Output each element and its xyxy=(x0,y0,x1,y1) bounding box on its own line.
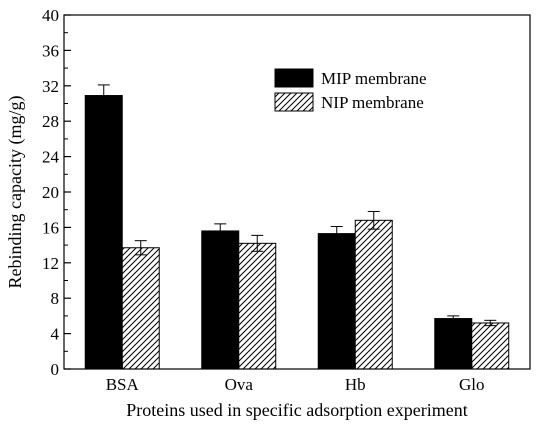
x-tick-label-bsa: BSA xyxy=(106,375,140,394)
legend-swatch-mip xyxy=(274,68,314,88)
bar-mip-ova xyxy=(201,230,240,370)
legend-swatch-nip xyxy=(274,92,314,112)
y-tick-label: 36 xyxy=(42,41,59,60)
y-axis: 0 4 8 12 16 20 24 28 32 36 40 xyxy=(42,6,71,379)
y-tick-label: 12 xyxy=(42,254,59,273)
bar-nip-glo xyxy=(471,322,510,370)
bar-mip-glo xyxy=(434,318,473,370)
error-bars-group xyxy=(97,84,497,327)
y-tick-label: 40 xyxy=(42,6,59,25)
x-axis: BSA Ova Hb Glo xyxy=(106,363,485,394)
y-tick-label: 4 xyxy=(51,325,60,344)
legend: MIP membrane NIP membrane xyxy=(274,68,427,112)
y-tick-label: 20 xyxy=(42,183,59,202)
y-tick-label: 28 xyxy=(42,112,59,131)
bar-nip-ova xyxy=(238,242,277,370)
y-tick-label: 24 xyxy=(42,148,60,167)
legend-label-mip: MIP membrane xyxy=(321,69,427,88)
legend-label-nip: NIP membrane xyxy=(321,93,424,112)
y-tick-label: 16 xyxy=(42,218,59,237)
bars-group xyxy=(84,95,510,370)
x-axis-title: Proteins used in specific adsorption exp… xyxy=(126,400,467,420)
y-tick-label: 8 xyxy=(51,289,60,308)
y-axis-title: Rebinding capacity (mg/g) xyxy=(5,96,26,289)
x-tick-label-ova: Ova xyxy=(225,375,254,394)
y-tick-label: 32 xyxy=(42,77,59,96)
bar-nip-bsa xyxy=(121,247,160,370)
x-tick-label-hb: Hb xyxy=(345,375,366,394)
bar-mip-hb xyxy=(317,233,356,370)
y-tick-label: 0 xyxy=(51,360,60,379)
x-tick-label-glo: Glo xyxy=(459,375,485,394)
bar-mip-bsa xyxy=(84,95,123,370)
bar-nip-hb xyxy=(354,219,393,370)
